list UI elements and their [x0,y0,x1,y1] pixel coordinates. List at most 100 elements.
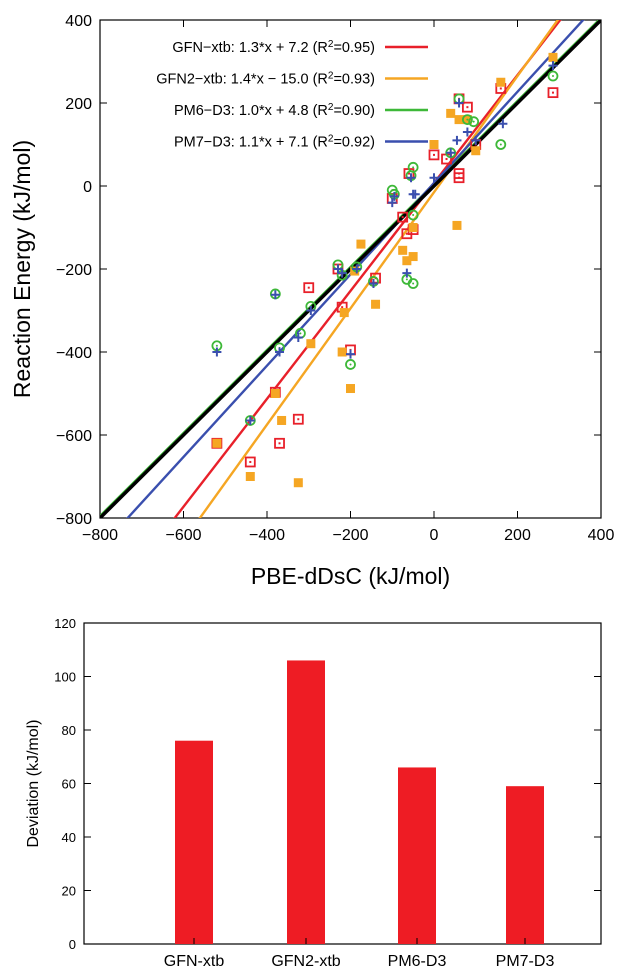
point-gfn-xtb [274,437,285,449]
legend-entry-pm7-d3: PM7−D3: 1.1*x + 7.1 (R2=0.92) [174,133,375,151]
point-pm7-d3 [406,173,416,183]
point-pm7-d3 [245,415,255,425]
point-pm7-d3 [452,135,462,145]
legend-entry-gfn-xtb: GFN−xtb: 1.3*x + 7.2 (R2=0.95) [172,39,375,57]
point-pm7-d3 [352,264,362,274]
x-tick-label: −600 [165,527,201,544]
fit-line-pm7-d3 [126,20,585,518]
point-pm7-d3 [548,61,558,71]
bar-gfn-xtb [175,740,213,944]
y-tick-label: −200 [56,262,92,279]
bar-y-tick-label: 60 [62,777,76,792]
bar-category-label: GFN-xtb [164,953,225,970]
scatter-x-ticks: −800 −600 −400 −200 0 200 400 [82,20,614,544]
point-gfn2-xtb [398,245,408,255]
point-gfn2-xtb [293,478,303,488]
point-pm7-d3 [212,347,222,357]
point-pm7-d3 [387,198,397,208]
bar-y-tick-label: 20 [62,884,76,899]
point-gfn2-xtb [212,438,222,448]
point-pm7-d3 [346,349,355,359]
point-gfn2-xtb [346,384,355,394]
bar-y-ticks: 0 20 40 60 80 100 120 [54,616,601,952]
point-gfn-xtb [397,211,409,223]
point-gfn2-xtb [496,77,506,87]
y-tick-label: −400 [56,345,92,362]
bar-category-label: PM7-D3 [496,953,555,970]
x-tick-label: 200 [504,527,531,544]
legend-entry-gfn2-xtb: GFN2−xtb: 1.4*x − 15.0 (R2=0.93) [156,70,375,88]
scatter-y-ticks: −800 −600 −400 −200 0 200 400 [56,13,601,528]
point-gfn2-xtb [402,256,412,266]
point-gfn2-xtb [245,472,255,481]
point-pm6-d3 [407,278,419,289]
point-gfn2-xtb [306,339,316,349]
point-pm7-d3 [306,306,316,315]
scatter-chart: −800 −600 −400 −200 0 200 400 −800 −600 −400 −200… [9,13,614,589]
bar-y-tick-label: 100 [54,670,76,685]
x-tick-label: −400 [249,527,285,544]
x-tick-label: −200 [332,527,368,544]
x-tick-label: 0 [430,527,439,544]
point-gfn2-xtb [471,146,481,156]
point-gfn2-xtb [454,115,464,125]
y-tick-label: 0 [83,179,92,196]
bar-category-labels: GFN-xtb GFN2-xtb PM6-D3 PM7-D3 [164,938,555,970]
point-gfn2-xtb [429,140,439,149]
point-gfn2-xtb [408,223,418,232]
point-pm7-d3 [389,191,399,201]
point-pm6-d3 [547,70,559,82]
point-pm6-d3 [345,359,356,370]
point-pm6-d3 [468,116,480,128]
point-gfn2-xtb [548,52,558,62]
scatter-legend: GFN−xtb: 1.3*x + 7.2 (R2=0.95) GFN2−xtb: … [156,39,428,151]
point-gfn2-xtb [277,415,287,425]
point-pm6-d3 [495,139,507,150]
point-pm7-d3 [429,173,439,183]
fit-line-gfn2-xtb [198,20,560,518]
bar-chart: 0 20 40 60 80 100 120 GFN-xtb GFN2-xtb PM6-D3 PM7… [25,616,602,970]
x-tick-label: −800 [82,527,118,544]
legend-entry-pm6-d3: PM6−D3: 1.0*x + 4.8 (R2=0.90) [174,102,375,120]
point-pm7-d3 [402,268,412,278]
scatter-points [211,52,559,488]
x-tick-label: 400 [588,527,615,544]
bar-pm7-d3 [506,786,544,944]
bar-y-tick-label: 0 [69,937,76,952]
point-pm7-d3 [368,279,378,289]
point-pm7-d3 [293,332,303,342]
point-pm7-d3 [410,189,420,199]
y-tick-label: 200 [65,96,92,113]
point-gfn2-xtb [446,108,456,118]
point-pm7-d3 [446,148,456,158]
point-pm6-d3 [407,161,419,173]
point-gfn-xtb [428,149,440,161]
y-tick-label: 400 [65,13,92,30]
point-gfn2-xtb [337,347,347,357]
point-pm7-d3 [471,135,481,145]
point-pm6-d3 [461,114,473,125]
point-gfn-xtb [547,87,559,99]
point-pm7-d3 [333,264,343,274]
point-gfn2-xtb [452,220,462,230]
y-tick-label: −800 [56,511,92,528]
point-gfn2-xtb [408,252,418,262]
point-pm7-d3 [275,347,285,357]
point-gfn-xtb [292,413,304,425]
point-gfn2-xtb [356,239,366,249]
bar-y-tick-label: 80 [62,723,76,738]
point-gfn2-xtb [371,299,381,309]
scatter-x-axis-label: PBE-dDsC (kJ/mol) [251,563,450,589]
point-pm7-d3 [454,98,464,108]
point-gfn2-xtb [270,389,280,398]
bar-y-tick-label: 40 [62,830,76,845]
bar-y-axis-label: Deviation (kJ/mol) [25,719,42,847]
bar-gfn2-xtb [287,660,325,944]
bar-series [175,660,544,944]
bar-y-tick-label: 120 [54,616,76,631]
point-gfn-xtb [303,282,315,294]
scatter-y-axis-label: Reaction Energy (kJ/mol) [9,140,35,398]
bar-category-label: PM6-D3 [388,953,447,970]
